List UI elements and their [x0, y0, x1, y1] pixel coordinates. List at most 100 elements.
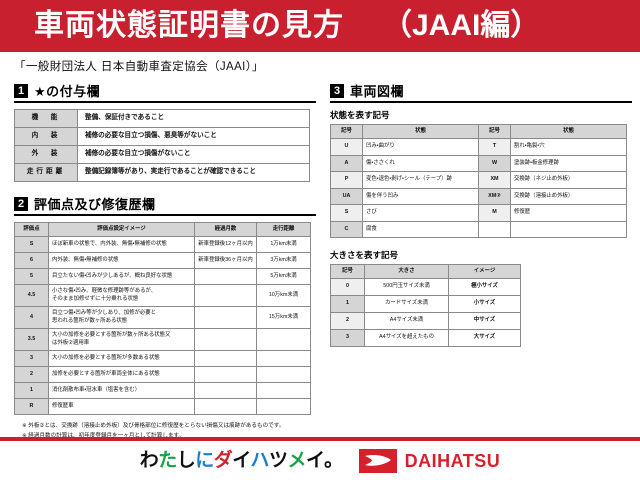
body-columns: 1 ★の付与欄 機 能整備、保証付きであること内 装補修の必要な目立つ損傷、悪臭…	[0, 78, 640, 441]
state-desc-left: 傷を伴う凹み	[362, 187, 479, 205]
slogan-char: 。	[324, 450, 343, 471]
symbol-cell-left: A	[330, 154, 363, 172]
symbol-cell-right	[478, 220, 511, 238]
table-row: 4 目立つ傷・凹み等が少しあり、加修が必要と 思われる箇所が数ヶ所ある状態 15万km…	[14, 306, 311, 329]
months-cell	[194, 268, 257, 285]
grade-cell: 3.5	[14, 328, 49, 351]
table-row: 機 能整備、保証付きであること	[14, 109, 310, 128]
size-symbol-cell: 0	[330, 278, 365, 296]
size-image-cell: 極小サイズ	[448, 278, 521, 296]
state-symbols-table: 記号 状態 記号 状態 U 凹み・曲がり T 割れ・亀裂・穴 A 傷・ささくれ W 塗装跡・板金修理…	[330, 124, 627, 238]
left-column: 1 ★の付与欄 機 能整備、保証付きであること内 装補修の必要な目立つ損傷、悪臭…	[8, 78, 316, 441]
table-row: 2 加修を必要とする箇所が車両全体にある状態	[14, 366, 311, 383]
distance-cell: 10万km未満	[256, 284, 311, 307]
distance-cell	[256, 328, 311, 351]
red-divider	[0, 437, 640, 441]
column-header: 経過月数	[194, 222, 257, 237]
months-cell	[194, 284, 257, 307]
table-row: 3.5 大小の加修を必要とする箇所が数ヶ所ある状態又 は外板②適用車	[14, 328, 311, 351]
column-header: 評価点設定イメージ	[48, 222, 195, 237]
state-desc-right: 交換跡（溶接止め外板）	[510, 187, 627, 205]
criteria-desc: 整備、保証付きであること	[77, 109, 310, 128]
grade-image-cell: 目立つ傷・凹み等が少しあり、加修が必要と 思われる箇所が数ヶ所ある状態	[48, 306, 195, 329]
months-cell	[194, 366, 257, 383]
symbol-cell-left: C	[330, 220, 363, 238]
table-row: 0 500円玉サイズ未満 極小サイズ	[330, 278, 521, 296]
months-cell	[194, 398, 257, 415]
months-cell	[194, 350, 257, 367]
months-cell	[194, 382, 257, 399]
slogan-char: た	[158, 450, 177, 471]
distance-cell: 1万km未満	[256, 236, 311, 253]
distance-cell	[256, 350, 311, 367]
size-symbols-label: 大きさを表す記号	[330, 250, 399, 260]
table-row: 外 装補修の必要な目立つ損傷がないこと	[14, 145, 310, 164]
column-header: 状態	[510, 124, 627, 139]
symbol-cell-left: P	[330, 171, 363, 189]
state-desc-left: さび	[362, 204, 479, 222]
size-image-cell: 小サイズ	[448, 295, 521, 313]
symbol-cell-right: M	[478, 204, 511, 222]
criteria-desc: 補修の必要な目立つ損傷がないこと	[77, 145, 310, 164]
symbol-cell-right: XM	[478, 171, 511, 189]
slogan-char: に	[195, 450, 214, 471]
criteria-key: 内 装	[14, 127, 78, 146]
months-cell	[194, 328, 257, 351]
grade-image-cell: ほぼ新車の状態で、内外装、無傷・無補修の状態	[48, 236, 195, 253]
table-row: 1 消化剤散布車・冠水車（塩害を含む）	[14, 382, 311, 399]
section1-number: 1	[14, 83, 28, 98]
section2-title: 評価点及び修復歴欄	[34, 197, 156, 212]
symbol-cell-left: S	[330, 204, 363, 222]
column-header: 記号	[330, 264, 365, 279]
grade-cell: 1	[14, 382, 49, 399]
section3-heading: 3 車両図欄	[330, 81, 632, 103]
table-row: 1 カードサイズ未満 小サイズ	[330, 295, 521, 313]
grade-cell: R	[14, 398, 49, 415]
column-header: 記号	[330, 124, 363, 139]
slogan-char: ハ	[250, 450, 269, 471]
size-image-cell: 大サイズ	[448, 329, 521, 347]
table-row: S さび M 修復歴	[330, 204, 627, 222]
symbol-cell-right: T	[478, 138, 511, 156]
state-desc-left: 凹み・曲がり	[362, 138, 479, 156]
slogan-char: わ	[139, 450, 159, 471]
section1-title: ★の付与欄	[34, 84, 101, 99]
size-symbol-cell: 2	[330, 312, 365, 330]
grade-cell: 4.5	[14, 284, 49, 307]
state-desc-right: 割れ・亀裂・穴	[510, 138, 627, 156]
table-row: 走行距離 整備記録簿等があり、実走行であることが確認できること	[14, 163, 310, 182]
table-row: S ほぼ新車の状態で、内外装、無傷・無補修の状態 新車登録後12ヶ月以内 1万km未満	[14, 236, 311, 253]
grade-image-cell: 大小の加修を必要とする箇所が数ヶ所ある状態又 は外板②適用車	[48, 328, 195, 351]
table-row: U 凹み・曲がり T 割れ・亀裂・穴	[330, 138, 627, 156]
table-row: P 変色・退色・剥げ・シール（テープ）跡 XM 交換跡（ネジ止め外板）	[330, 171, 627, 189]
table-row: 3 A4サイズを超えたもの 大サイズ	[330, 329, 521, 347]
star-criteria-table: 機 能整備、保証付きであること内 装補修の必要な目立つ損傷、悪臭等がないこと外 …	[14, 109, 310, 182]
column-header: 大きさ	[364, 264, 449, 279]
state-desc-left: 腐食	[362, 220, 479, 238]
grade-cell: 5	[14, 268, 49, 285]
footnote-2: ※ 経過月数の計算は、初年度登録月を一ヶ月として計算します。	[22, 432, 185, 439]
state-symbols-label: 状態を表す記号	[330, 110, 390, 120]
footnotes: ※ 外板②とは、交換跡（溶接止め外板）及び骨格部位に修復歴をとらない損傷又は痕跡…	[22, 422, 316, 441]
daihatsu-wordmark: DAIHATSU	[404, 450, 501, 471]
section2-heading: 2 評価点及び修復歴欄	[14, 194, 316, 216]
column-header: イメージ	[448, 264, 521, 279]
slogan-char: イ	[305, 450, 325, 471]
distance-cell: 15万km未満	[256, 306, 311, 329]
table-row: A 傷・ささくれ W 塗装跡・板金修理跡	[330, 154, 627, 172]
column-header: 記号	[478, 124, 511, 139]
daihatsu-d-mark-icon	[358, 448, 397, 473]
document-title: 車両状態証明書の見方	[34, 9, 344, 42]
document-subtitle: （JAAI編）	[382, 9, 541, 42]
table-row: 5 目立たない傷・凹みが少しあるが、概ね良好な状態 5万km未満	[14, 268, 311, 285]
association-line: 「一般財団法人 日本自動車査定協会（JAAI）」	[14, 61, 264, 73]
criteria-key: 外 装	[14, 145, 78, 164]
grade-cell: 6	[14, 252, 49, 269]
brand-slogan: わたしにダイハツメイ。	[140, 451, 343, 470]
grade-cell: 3	[14, 350, 49, 367]
distance-cell	[256, 382, 311, 399]
grade-image-cell: 小さな傷・凹み、軽微な修理跡等があるが、 そのまま加修せずに十分乗れる状態	[48, 284, 195, 307]
months-cell: 新車登録後36ヶ月以内	[194, 252, 257, 269]
size-desc-cell: カードサイズ未満	[364, 295, 449, 313]
